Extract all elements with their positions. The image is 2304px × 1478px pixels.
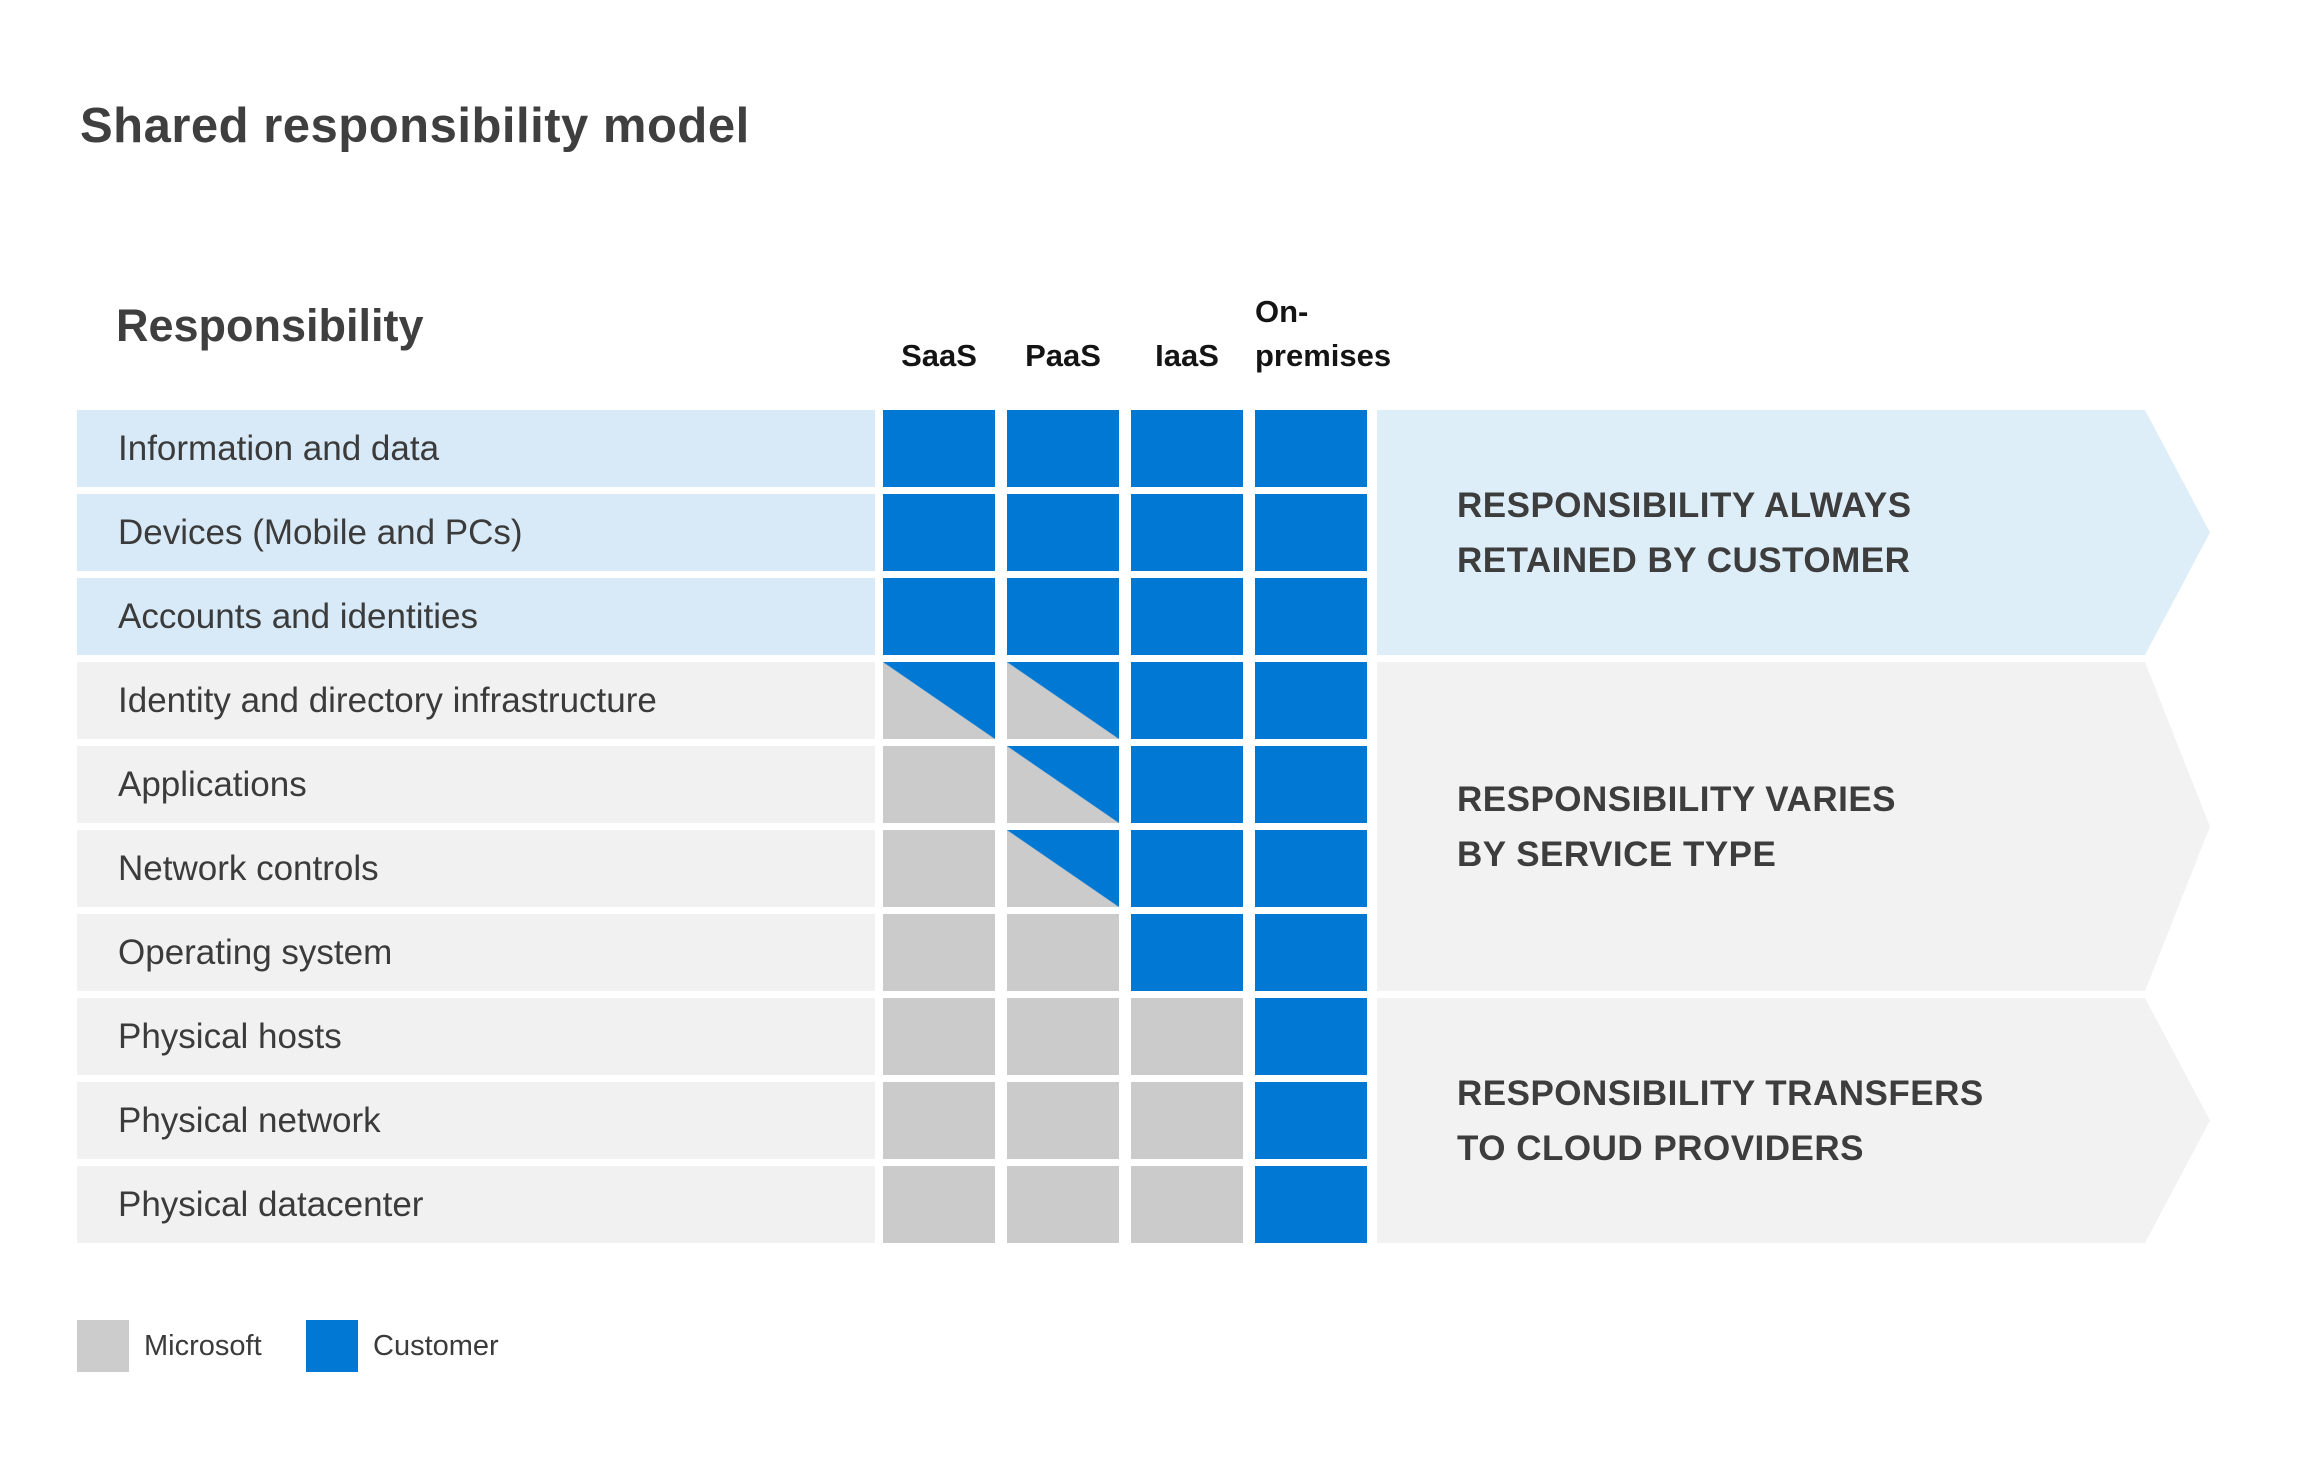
row-label: Network controls [118,848,379,888]
band-transfers-label: TO CLOUD PROVIDERS [1457,1128,1865,1168]
cell-network-controls-on-premises-customer [1255,830,1367,907]
cell-devices-mobile-and-pcs-iaas-customer [1131,494,1243,571]
legend-label: Microsoft [144,1329,262,1362]
cell-devices-mobile-and-pcs-on-premises-customer [1255,494,1367,571]
band-always-customer: RESPONSIBILITY ALWAYS RETAINED BY CUSTOME… [1377,410,2210,655]
row-label: Applications [118,764,307,804]
legend-item-customer: Customer [306,1320,499,1372]
column-header-saas: SaaS [901,338,977,373]
cell-physical-network-iaas-microsoft [1131,1082,1243,1159]
row-applications: Applications [77,746,875,823]
cell-applications-iaas-customer [1131,746,1243,823]
cell-information-and-data-paas-customer [1007,410,1119,487]
row-operating-system: Operating system [77,914,875,991]
cell-operating-system-paas-microsoft [1007,914,1119,991]
cell-physical-datacenter-paas-microsoft [1007,1166,1119,1243]
band-varies-label: BY SERVICE TYPE [1457,834,1777,874]
band-varies-label: RESPONSIBILITY VARIES [1457,779,1897,819]
cell-accounts-and-identities-paas-customer [1007,578,1119,655]
cell-devices-mobile-and-pcs-paas-customer [1007,494,1119,571]
row-label: Identity and directory infrastructure [118,680,657,720]
cell-accounts-and-identities-iaas-customer [1131,578,1243,655]
band-varies: RESPONSIBILITY VARIES BY SERVICE TYPE [1377,662,2210,991]
cell-operating-system-iaas-customer [1131,914,1243,991]
legend-swatch-customer [306,1320,358,1372]
cell-physical-datacenter-iaas-microsoft [1131,1166,1243,1243]
cell-physical-network-paas-microsoft [1007,1082,1119,1159]
cell-physical-hosts-on-premises-customer [1255,998,1367,1075]
cell-accounts-and-identities-saas-customer [883,578,995,655]
row-accounts-and-identities: Accounts and identities [77,578,875,655]
cell-identity-and-directory-infrastructure-iaas-customer [1131,662,1243,739]
cell-physical-datacenter-on-premises-customer [1255,1166,1367,1243]
row-physical-datacenter: Physical datacenter [77,1166,875,1243]
cell-physical-network-on-premises-customer [1255,1082,1367,1159]
column-header-paas: PaaS [1025,338,1101,373]
responsibility-column-header: Responsibility [116,300,424,351]
band-always-customer-label: RESPONSIBILITY ALWAYS [1457,485,1912,525]
column-header-on-premises: On-premises [1255,294,1392,373]
cell-devices-mobile-and-pcs-saas-customer [883,494,995,571]
band-transfers-label: RESPONSIBILITY TRANSFERS [1457,1073,1984,1113]
cell-physical-hosts-iaas-microsoft [1131,998,1243,1075]
legend-swatch-microsoft [77,1320,129,1372]
cell-physical-hosts-saas-microsoft [883,998,995,1075]
row-label: Devices (Mobile and PCs) [118,512,523,552]
cell-network-controls-iaas-customer [1131,830,1243,907]
row-label: Physical datacenter [118,1184,424,1224]
legend-item-microsoft: Microsoft [77,1320,262,1372]
row-identity-and-directory-infrastructure: Identity and directory infrastructure [77,662,875,739]
cell-identity-and-directory-infrastructure-paas-shared [1007,662,1119,739]
row-network-controls: Network controls [77,830,875,907]
cell-physical-network-saas-microsoft [883,1082,995,1159]
cell-operating-system-saas-microsoft [883,914,995,991]
row-devices-mobile-and-pcs: Devices (Mobile and PCs) [77,494,875,571]
cell-information-and-data-iaas-customer [1131,410,1243,487]
cell-information-and-data-saas-customer [883,410,995,487]
cell-accounts-and-identities-on-premises-customer [1255,578,1367,655]
cell-identity-and-directory-infrastructure-on-premises-customer [1255,662,1367,739]
cell-physical-hosts-paas-microsoft [1007,998,1119,1075]
row-physical-hosts: Physical hosts [77,998,875,1075]
cell-network-controls-saas-microsoft [883,830,995,907]
row-physical-network: Physical network [77,1082,875,1159]
legend-label: Customer [373,1329,499,1362]
cell-identity-and-directory-infrastructure-saas-shared [883,662,995,739]
column-header-iaas: IaaS [1155,338,1219,373]
row-label: Accounts and identities [118,596,478,636]
cell-applications-saas-microsoft [883,746,995,823]
cell-information-and-data-on-premises-customer [1255,410,1367,487]
row-label: Operating system [118,932,393,972]
cell-network-controls-paas-shared [1007,830,1119,907]
cell-physical-datacenter-saas-microsoft [883,1166,995,1243]
cell-applications-on-premises-customer [1255,746,1367,823]
row-information-and-data: Information and data [77,410,875,487]
cell-operating-system-on-premises-customer [1255,914,1367,991]
cell-applications-paas-shared [1007,746,1119,823]
row-label: Information and data [118,428,440,468]
row-label: Physical hosts [118,1016,342,1056]
page-title: Shared responsibility model [80,99,750,153]
band-transfers: RESPONSIBILITY TRANSFERS TO CLOUD PROVIDE… [1377,998,2210,1243]
row-label: Physical network [118,1100,381,1140]
band-always-customer-label: RETAINED BY CUSTOMER [1457,540,1911,580]
